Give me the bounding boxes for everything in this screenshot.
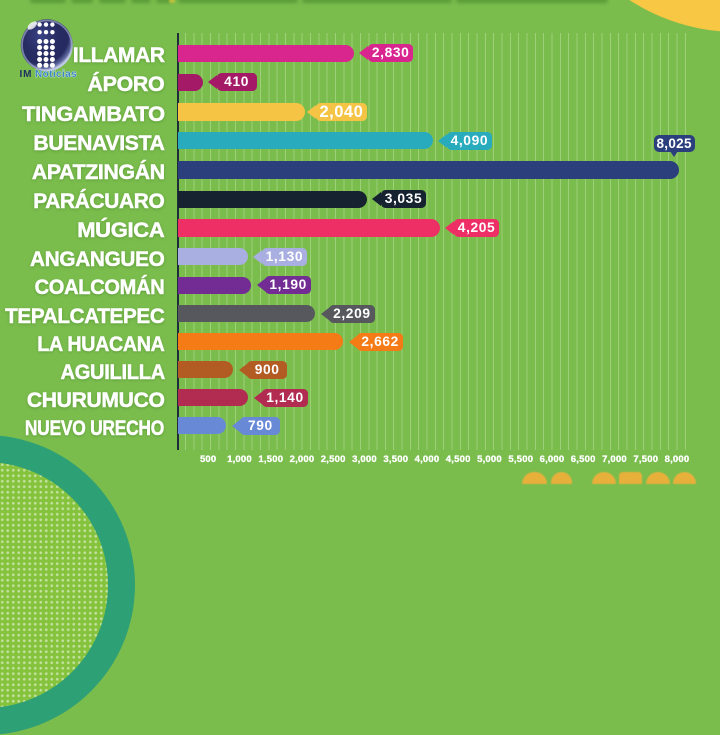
svg-text:IM: IM [20, 69, 33, 80]
svg-text:Noticias: Noticias [35, 69, 77, 80]
